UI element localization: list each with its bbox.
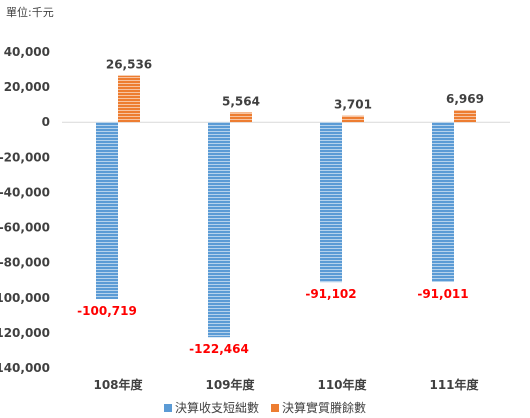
x-category-label: 108年度 [93,377,143,392]
data-label: 6,969 [446,92,484,106]
legend: 決算收支短絀數 決算實質賸餘數 [0,399,530,416]
data-label: -122,464 [189,342,249,356]
bar-series-1-2 [320,122,342,283]
y-tick-label: -140,000 [0,361,50,375]
x-category-label: 109年度 [205,377,255,392]
legend-swatch-series-2 [271,403,279,412]
legend-swatch-series-1 [163,403,172,412]
legend-item-series-2: 決算實質賸餘數 [271,399,366,416]
data-label: -100,719 [77,304,137,318]
bar-series-2-3 [454,109,476,123]
unit-label: 單位:千元 [6,6,54,19]
legend-label-series-2: 決算實質賸餘數 [282,401,367,415]
y-tick-label: 20,000 [4,80,50,94]
x-category-label: 110年度 [317,377,367,392]
y-tick-label: -60,000 [0,221,50,235]
bar-series-1-1 [208,122,230,338]
data-label: -91,011 [417,287,468,301]
data-label: 26,536 [106,58,152,72]
data-label: 5,564 [222,94,260,108]
bar-series-2-1 [230,112,252,123]
y-tick-label: 0 [42,115,50,129]
y-tick-label: -20,000 [0,150,50,164]
y-tick-label: -100,000 [0,291,50,305]
legend-label-series-1: 決算收支短絀數 [174,401,259,415]
legend-item-series-1: 決算收支短絀數 [163,399,259,416]
y-tick-label: -40,000 [0,185,50,199]
y-tick-label: -120,000 [0,326,50,340]
bar-series-1-3 [432,122,454,282]
data-label: -91,102 [305,287,356,301]
bar-series-2-0 [118,75,140,123]
bar-series-1-0 [96,122,118,300]
bar-series-2-2 [342,115,364,123]
y-tick-label: 40,000 [4,45,50,59]
y-tick-label: -80,000 [0,256,50,270]
x-category-label: 111年度 [429,377,479,392]
data-label: 3,701 [334,98,372,112]
